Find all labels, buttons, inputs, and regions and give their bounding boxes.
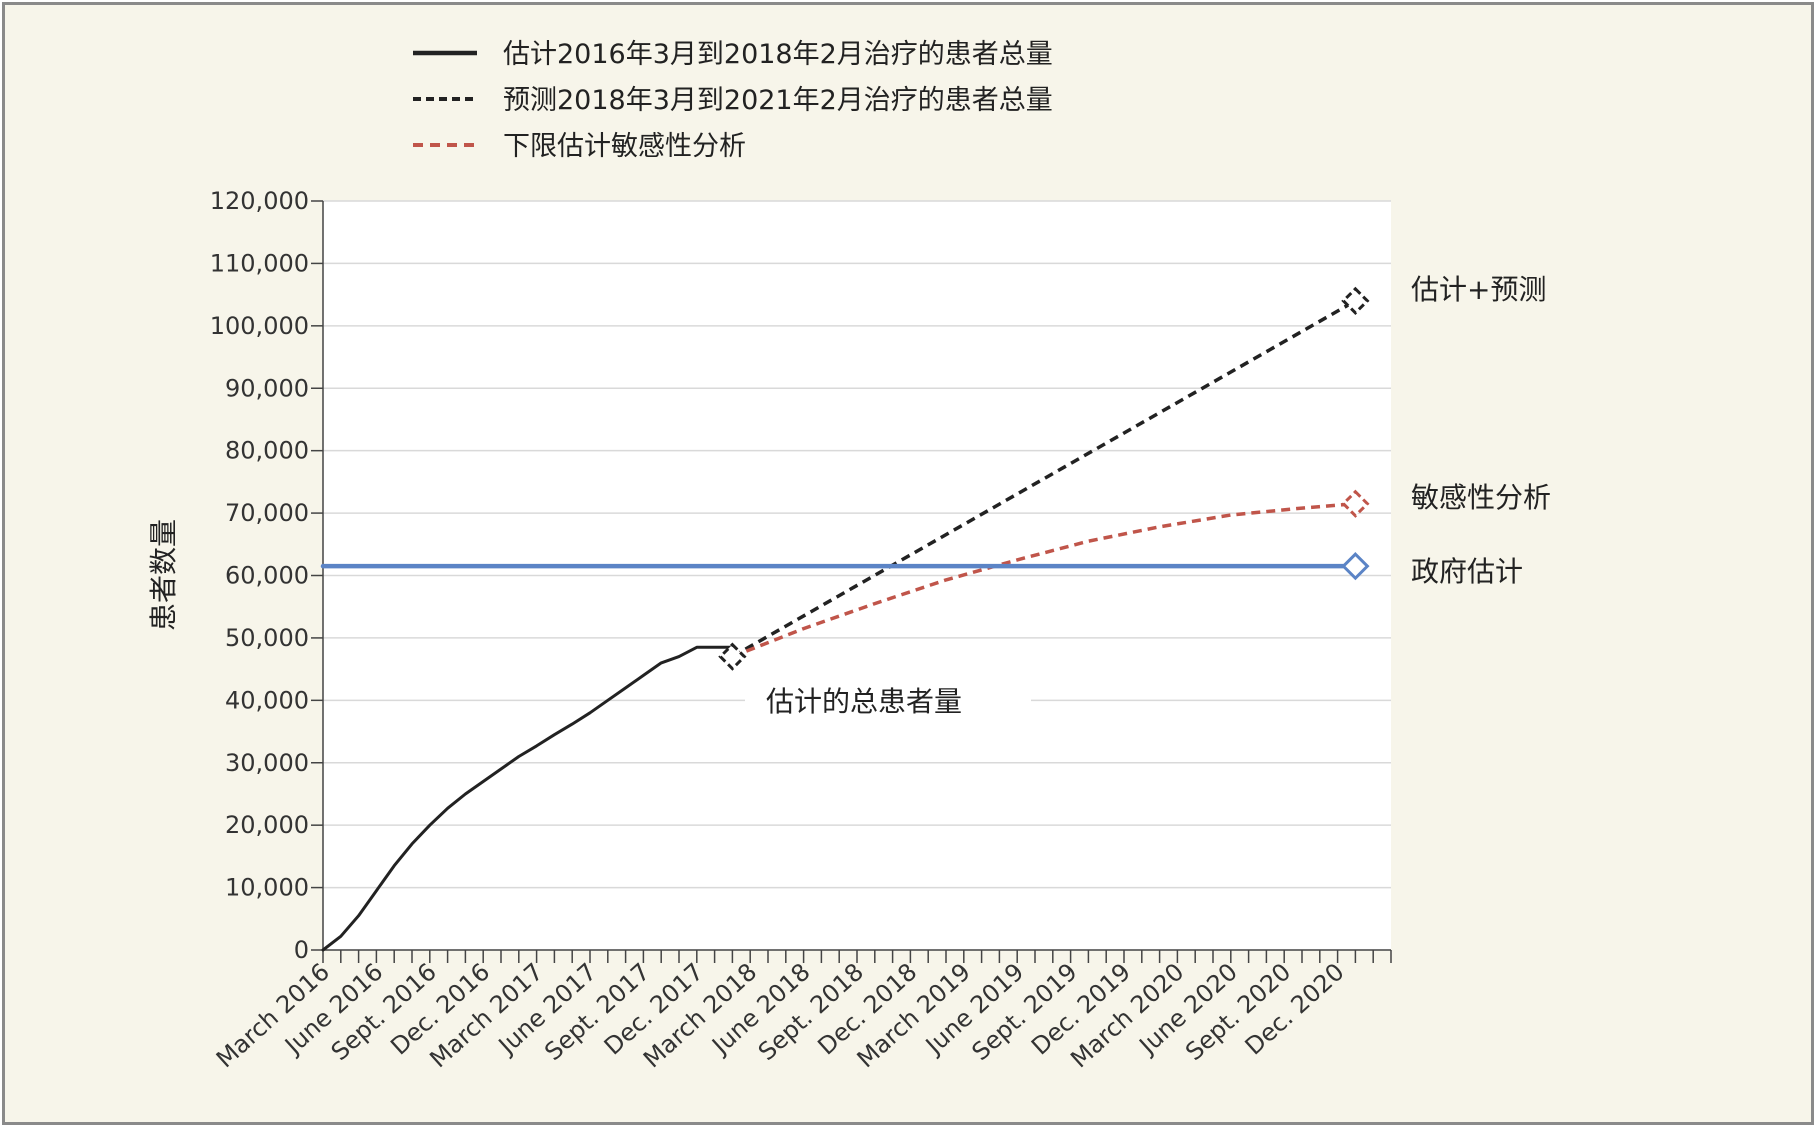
series-lines: [320, 299, 1358, 952]
y-tick-label: 120,000: [210, 187, 309, 215]
y-axis-title: 患者数量: [147, 519, 180, 631]
y-tick-label: 70,000: [225, 499, 309, 527]
diamond-marker-government: [1341, 552, 1370, 581]
annotation-sensitivity-analysis: 敏感性分析: [1411, 481, 1551, 514]
y-tick-label: 90,000: [225, 374, 309, 402]
annotation-government-estimate: 政府估计: [1411, 555, 1523, 588]
y-tick-label: 100,000: [210, 312, 309, 340]
legend-label: 预测2018年3月到2021年2月治疗的患者总量: [503, 85, 1053, 116]
chart-svg: 0 10,000 20,000 30,000 40,000 50,000 60,000 70,…: [147, 39, 1551, 1073]
grid-lines: [323, 200, 1391, 889]
y-tick-label: 40,000: [225, 686, 309, 714]
series-line-estimated: [321, 645, 734, 952]
y-tick-label: 30,000: [225, 749, 309, 777]
y-tick-label: 80,000: [225, 437, 309, 465]
y-tick-label: 60,000: [225, 562, 309, 590]
end-markers: [718, 286, 1370, 671]
y-tick-label: 0: [294, 936, 309, 964]
y-axis-title-group: 患者数量: [147, 519, 180, 631]
legend-label: 下限估计敏感性分析: [503, 131, 746, 162]
annotation-background: [745, 681, 1031, 723]
diamond-marker-projected: [1341, 286, 1370, 315]
annotation-estimated-plus-projected: 估计+预测: [1411, 273, 1546, 306]
y-tick-label: 50,000: [225, 624, 309, 652]
annotation-estimated-total: 估计的总患者量: [766, 685, 962, 718]
legend: 估计2016年3月到2018年2月治疗的患者总量预测2018年3月到2021年2…: [413, 39, 1053, 162]
legend-label: 估计2016年3月到2018年2月治疗的患者总量: [503, 39, 1053, 70]
diamond-marker-estimated: [718, 642, 747, 671]
diamond-marker-sensitivity: [1341, 489, 1370, 518]
series-line-sensitivity: [731, 501, 1356, 659]
y-tick-label: 20,000: [225, 811, 309, 839]
y-tick-label: 110,000: [210, 249, 309, 277]
y-tick-label: 10,000: [225, 874, 309, 902]
